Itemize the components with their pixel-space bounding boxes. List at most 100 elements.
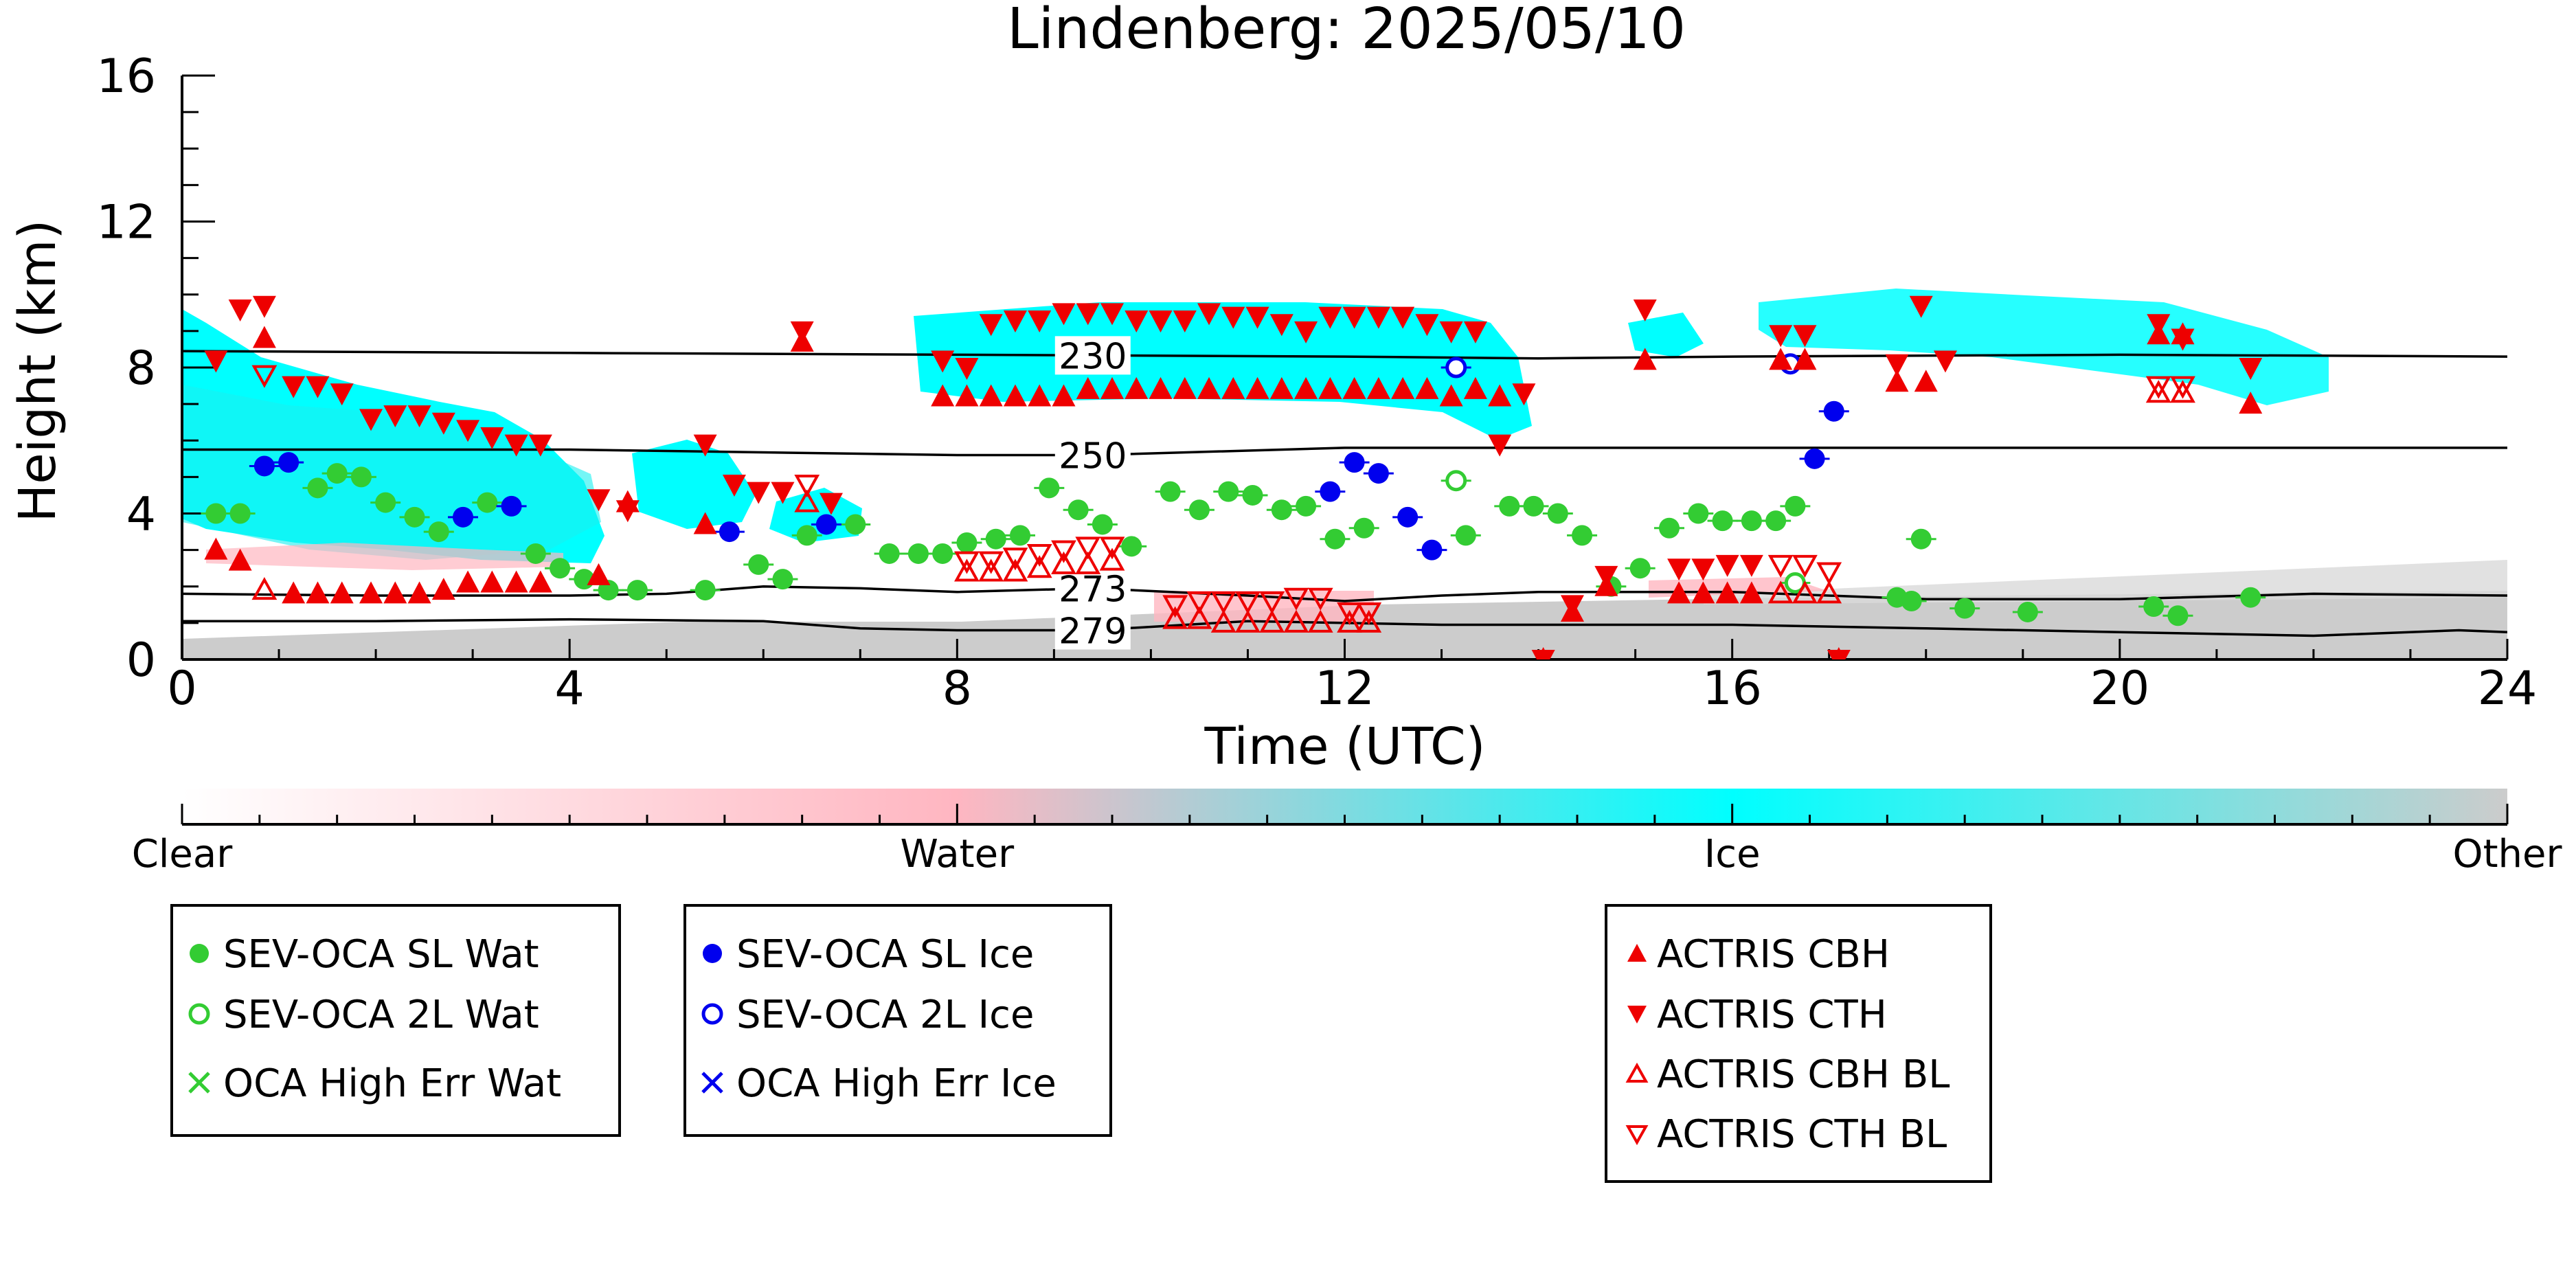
marker-actris-cth: [1793, 325, 1817, 348]
marker-actris-cbh: [456, 570, 480, 593]
marker-actris-cbh: [587, 563, 611, 585]
marker-sev-oca-sl-wat: [1450, 525, 1481, 546]
marker-point: [1767, 554, 1794, 578]
marker-point: [383, 405, 407, 428]
isotherm-label-bg: [1054, 336, 1131, 375]
marker-actris-cth: [1594, 565, 1618, 588]
marker-point: [1793, 325, 1817, 348]
marker-actris-cth: [1366, 306, 1390, 329]
marker-point: [456, 570, 480, 593]
marker-actris-cth: [931, 350, 955, 373]
marker-actris-cbh: [1052, 384, 1076, 407]
marker-point: [1342, 376, 1366, 399]
marker-point: [1100, 376, 1124, 399]
marker-point: [1667, 558, 1691, 581]
marker-actris-cth-bl: [1816, 562, 1842, 585]
marker-actris-cth: [615, 500, 640, 523]
marker-point: [1076, 376, 1100, 399]
marker-point: [1173, 376, 1197, 399]
marker-actris-cbh: [1100, 376, 1124, 399]
marker-point: [359, 409, 383, 431]
marker-actris-cth-bl: [1051, 540, 1076, 563]
isotherm-230: [182, 350, 2507, 360]
marker-actris-cth: [1076, 303, 1100, 326]
marker-point: [587, 489, 611, 512]
marker-actris-cth: [955, 358, 979, 380]
marker-point: [790, 321, 814, 343]
legend-marker-higherr-wat: [188, 1072, 210, 1094]
marker-point: [480, 570, 504, 593]
marker-point: [1488, 384, 1512, 407]
marker-point: [1092, 514, 1113, 535]
marker-actris-cbh: [1914, 370, 1938, 392]
marker-point: [1337, 602, 1362, 626]
marker-actris-cth: [1003, 310, 1027, 332]
isotherm-label: 273: [1059, 569, 1127, 610]
marker-actris-cbh: [1125, 376, 1149, 399]
marker-sev-oca-sl-wat: [1087, 514, 1118, 535]
marker-actris-cth-bl: [2145, 376, 2171, 399]
marker-point: [1125, 376, 1149, 399]
marker-actris-cth: [1827, 650, 1851, 659]
marker-actris-cbh: [1391, 376, 1415, 399]
marker-actris-cth-bl: [1337, 602, 1362, 626]
marker-point: [2239, 392, 2263, 414]
cloud-classification-curtain: [182, 289, 2507, 659]
isotherm-label: 279: [1059, 611, 1127, 653]
marker-actris-cth: [1173, 310, 1197, 332]
marker-point: [1121, 536, 1142, 557]
marker-point: [693, 434, 717, 457]
marker-point: [2170, 376, 2195, 399]
marker-sev-oca-sl-wat: [2012, 601, 2043, 622]
marker-sev-oca-sl-wat: [1542, 503, 1573, 524]
marker-actris-cbh-bl: [1075, 551, 1101, 574]
marker-point: [772, 569, 793, 590]
marker-point: [307, 477, 328, 499]
marker-point: [1633, 348, 1657, 370]
marker-actris-cbh: [480, 570, 504, 593]
marker-point: [1125, 310, 1149, 332]
marker-point: [932, 543, 953, 564]
marker-point: [978, 551, 1004, 574]
marker-point: [1197, 303, 1221, 326]
marker-point: [1294, 321, 1318, 343]
marker-sev-oca-sl-wat: [1063, 499, 1094, 521]
marker-actris-cbh: [1197, 376, 1221, 399]
marker-actris-cbh-bl: [978, 558, 1004, 582]
marker-actris-cbh: [931, 384, 955, 407]
marker-point: [1933, 350, 1957, 373]
legend-label: SEV-OCA 2L Wat: [223, 993, 539, 1037]
marker-actris-cth-bl: [1792, 554, 1818, 578]
marker-point: [879, 543, 900, 564]
marker-sev-oca-sl-wat: [1155, 481, 1186, 502]
colorbar-label: Other: [2452, 832, 2562, 877]
legend-marker-higherr-ice: [701, 1072, 723, 1094]
marker-actris-cth: [587, 489, 611, 512]
marker-sev-oca-sl-wat: [1707, 510, 1738, 532]
marker-actris-cth-bl: [1026, 543, 1052, 567]
marker-point: [1320, 481, 1341, 502]
marker-actris-cbh-bl: [1026, 555, 1052, 578]
marker-actris-cbh: [955, 384, 979, 407]
colorbar-label: Clear: [132, 832, 233, 877]
marker-sev-oca-sl-wat: [1567, 525, 1598, 546]
marker-actris-cth: [1439, 321, 1463, 343]
marker-point: [1307, 609, 1333, 633]
marker-point: [1242, 484, 1263, 506]
legend-label: OCA High Err Wat: [223, 1061, 561, 1106]
marker-actris-cbh-bl: [1816, 580, 1842, 604]
marker-actris-cbh: [1715, 581, 1739, 604]
marker-point: [626, 580, 648, 601]
x-tick-label: 8: [942, 662, 972, 716]
marker-sev-oca-sl-wat: [767, 569, 798, 590]
marker-point: [1259, 591, 1285, 615]
marker-actris-cth: [1294, 321, 1318, 343]
marker-actris-cth: [722, 475, 746, 497]
marker-point: [1296, 495, 1317, 517]
marker-sev-oca-sl-ice: [811, 514, 841, 535]
marker-actris-cth-bl: [954, 551, 980, 574]
marker-point: [978, 558, 1004, 582]
marker-point: [1827, 650, 1851, 659]
marker-point: [1003, 310, 1027, 332]
marker-actris-cth: [819, 493, 843, 515]
